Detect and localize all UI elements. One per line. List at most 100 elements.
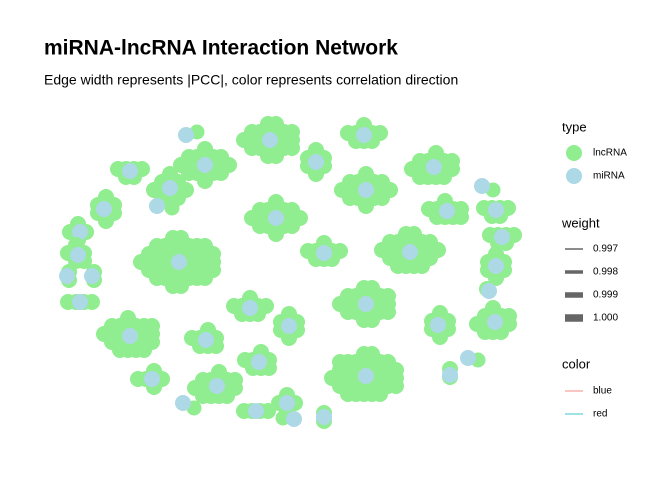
cluster	[146, 166, 194, 206]
mirna-node	[198, 332, 214, 348]
mirna-node	[439, 203, 455, 219]
lncrna-node	[84, 294, 100, 310]
cluster	[474, 178, 501, 198]
lncrna-node	[144, 334, 160, 350]
mirna-node	[197, 157, 213, 173]
legend-label: 0.997	[593, 244, 618, 255]
lncrna-node	[382, 182, 398, 198]
cluster	[404, 145, 460, 185]
mirna-node	[487, 314, 503, 330]
cluster	[332, 280, 396, 328]
mirna-node	[175, 395, 191, 411]
cluster	[173, 141, 237, 189]
cluster	[340, 117, 388, 149]
mirna-node	[281, 318, 297, 334]
cluster	[236, 403, 276, 419]
mirna-node	[460, 350, 476, 366]
cluster	[334, 166, 398, 214]
legend-key	[566, 168, 582, 184]
mirna-node	[402, 244, 418, 260]
cluster	[226, 290, 274, 322]
legend-label: 0.999	[593, 290, 618, 301]
lncrna-node	[292, 210, 308, 226]
mirna-node	[481, 283, 497, 299]
legend-label: miRNA	[593, 171, 625, 182]
mirna-node	[268, 210, 284, 226]
lncrna-node	[258, 298, 274, 314]
legend: type lncRNA miRNA weight 0.997 0.998 0.999 1.00…	[561, 119, 627, 419]
lncrna-node	[164, 200, 180, 216]
cluster	[460, 350, 486, 368]
mirna-node	[242, 300, 258, 316]
mirna-node	[358, 182, 374, 198]
mirna-node	[308, 154, 324, 170]
legend-label: lncRNA	[593, 148, 627, 159]
cluster	[271, 387, 303, 419]
lncrna-node	[430, 242, 446, 258]
lncrna-node	[388, 378, 404, 394]
chart-subtitle: Edge width represents |PCC|, color repre…	[44, 72, 458, 88]
mirna-node	[488, 202, 504, 218]
mirna-node	[316, 245, 332, 261]
cluster	[90, 189, 122, 229]
cluster	[442, 361, 458, 385]
cluster	[316, 405, 332, 429]
mirna-node	[209, 378, 225, 394]
cluster	[273, 306, 305, 346]
lncrna-node	[332, 243, 348, 259]
mirna-node	[358, 296, 374, 312]
cluster	[479, 281, 497, 299]
cluster	[324, 346, 404, 402]
mirna-node	[162, 180, 178, 196]
mirna-node	[122, 163, 138, 179]
mirna-node	[316, 409, 332, 425]
legend-label: 1.000	[593, 313, 618, 324]
cluster	[84, 264, 102, 288]
cluster	[110, 161, 150, 185]
cluster	[60, 294, 100, 310]
cluster	[133, 230, 221, 294]
cluster	[149, 198, 180, 216]
cluster	[480, 246, 512, 286]
legend-key	[566, 145, 582, 161]
mirna-node	[171, 254, 187, 270]
chart-title: miRNA-lncRNA Interaction Network	[44, 37, 398, 60]
mirna-node	[144, 371, 160, 387]
mirna-node	[178, 127, 194, 143]
cluster	[300, 142, 332, 182]
lncrna-node	[500, 200, 516, 216]
lncrna-node	[501, 316, 517, 332]
lncrna-node	[506, 227, 522, 243]
lncrna-node	[134, 161, 150, 177]
cluster	[60, 237, 92, 269]
mirna-node	[474, 178, 490, 194]
mirna-node	[494, 229, 510, 245]
legend-label: 0.998	[593, 267, 618, 278]
lncrna-node	[284, 140, 300, 156]
lncrna-node	[380, 304, 396, 320]
cluster	[476, 200, 516, 224]
lncrna-node	[372, 125, 388, 141]
mirna-node	[358, 368, 374, 384]
lncrna-node	[221, 157, 237, 173]
mirna-node	[356, 127, 372, 143]
mirna-node	[442, 367, 458, 383]
mirna-node	[96, 201, 112, 217]
mirna-node	[72, 294, 88, 310]
cluster	[184, 322, 224, 354]
mirna-node	[122, 328, 138, 344]
cluster	[62, 216, 94, 248]
cluster	[178, 124, 205, 143]
mirna-node	[70, 247, 86, 263]
mirna-node	[426, 159, 442, 175]
mirna-node	[72, 224, 88, 240]
legend-label: blue	[593, 386, 612, 397]
legend-title: type	[562, 119, 587, 134]
mirna-node	[84, 268, 100, 284]
mirna-node	[286, 411, 302, 427]
cluster	[187, 364, 243, 404]
legend-title: color	[562, 356, 591, 371]
lncrna-node	[444, 161, 460, 177]
